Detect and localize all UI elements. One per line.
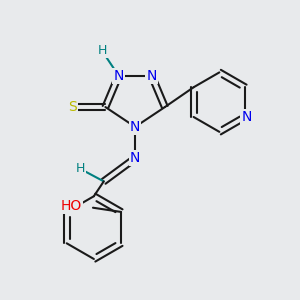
- Text: H: H: [98, 44, 107, 57]
- Text: N: N: [113, 69, 124, 83]
- Text: N: N: [146, 69, 157, 83]
- Text: H: H: [76, 162, 85, 175]
- Text: N: N: [130, 151, 140, 165]
- Text: HO: HO: [60, 199, 81, 213]
- Text: S: S: [68, 100, 77, 114]
- Text: N: N: [130, 120, 140, 134]
- Text: N: N: [242, 110, 252, 124]
